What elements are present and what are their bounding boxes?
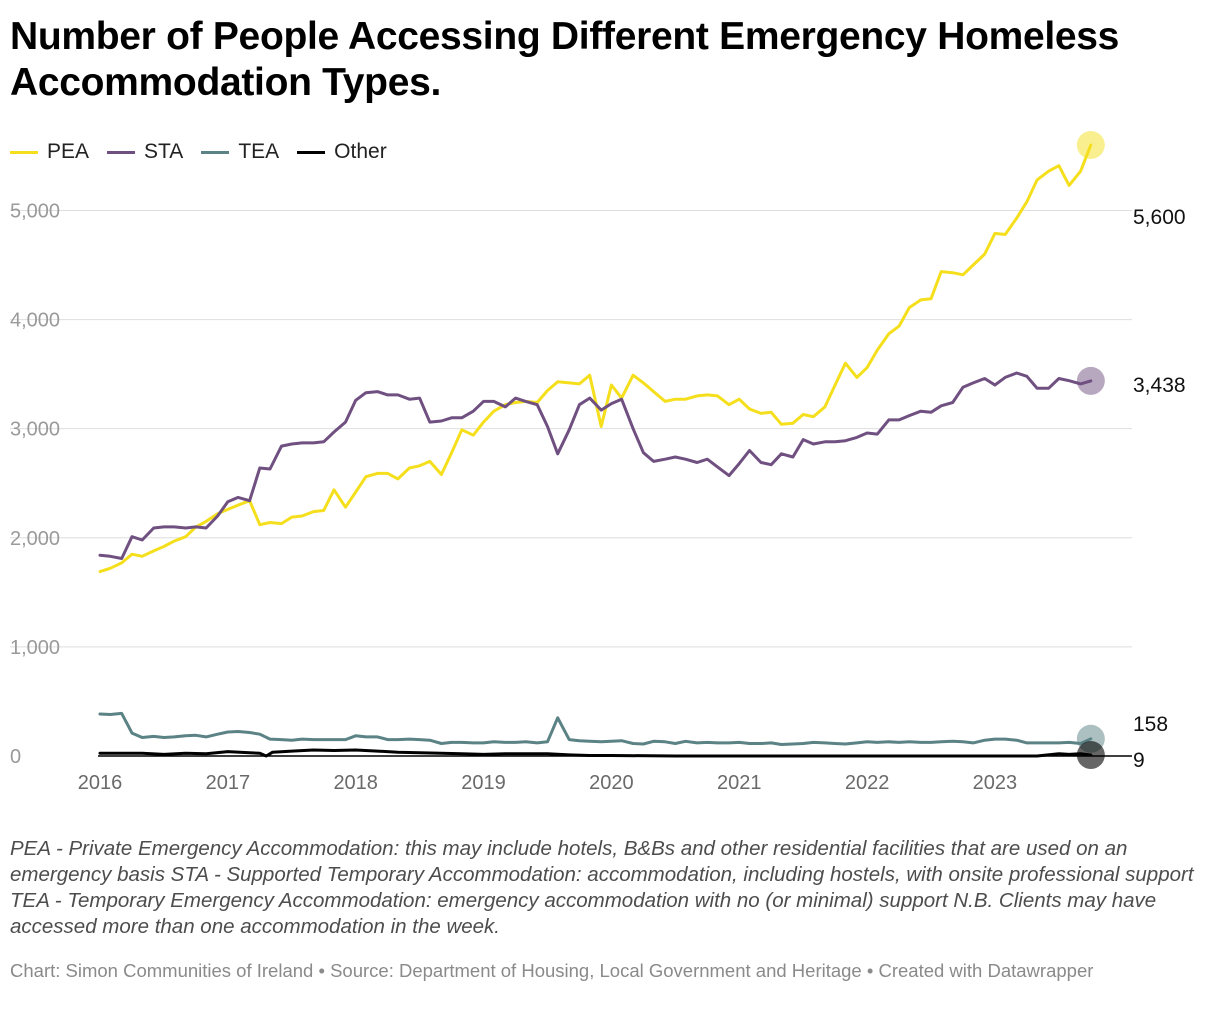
series-line-sta [98,371,1093,560]
x-tick-label: 2018 [333,772,378,794]
legend-item-tea: TEA [201,140,279,164]
legend-label: Other [334,140,387,163]
legend-swatch [297,150,326,154]
y-tick-label: 4,000 [10,310,60,332]
y-tick-label: 5,000 [10,200,60,222]
legend-label: PEA [47,140,90,163]
end-label-sta: 3,438 [1133,374,1186,397]
legend-swatch [201,150,230,154]
end-marker-other [1076,741,1105,770]
legend-label: TEA [238,140,280,163]
chart-notes: PEA - Private Emergency Accommodation: t… [10,837,1194,938]
line-chart: 0 1,000 2,000 3,000 4,000 5,000 2016 2017 2018 20… [10,131,1186,794]
legend-item-pea: PEA [10,140,89,164]
x-tick-label: 2020 [589,772,634,794]
chart-credit: Chart: Simon Communities of Ireland • So… [10,960,1094,981]
x-tick-label: 2017 [206,772,251,794]
x-tick-label: 2021 [717,772,762,794]
chart-title: Number of People Accessing Different Eme… [10,15,1120,104]
legend-item-other: Other [297,140,387,164]
end-marker-pea [1076,131,1105,159]
legend: PEA STA TEA Other [10,138,405,166]
x-tick-label: 2023 [973,772,1018,794]
x-tick-label: 2016 [78,772,123,794]
legend-swatch [10,150,38,154]
series-line-other [98,748,1093,758]
x-tick-label: 2022 [845,772,890,794]
legend-swatch [107,150,136,154]
legend-item-sta: STA [107,140,183,164]
y-tick-label: 1,000 [10,637,60,659]
series-line-pea [98,143,1093,574]
end-label-other: 9 [1133,749,1145,772]
end-marker-sta [1076,366,1105,395]
y-tick-label: 0 [10,746,21,768]
legend-label: STA [144,140,184,163]
x-tick-label: 2019 [461,772,506,794]
y-tick-label: 2,000 [10,528,60,550]
end-label-tea: 158 [1133,713,1168,736]
series-line-tea [98,711,1093,746]
y-tick-label: 3,000 [10,419,60,441]
end-label-pea: 5,600 [1133,206,1186,229]
